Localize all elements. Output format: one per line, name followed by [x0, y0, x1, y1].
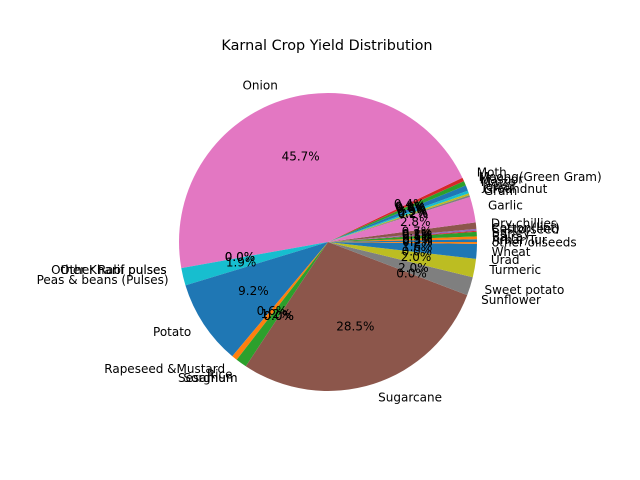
- slice-label-castorseed: Castorseed: [491, 223, 559, 237]
- slice-percent-other-rabi-pulses: 0.0%: [225, 250, 256, 264]
- pie-slice-onion: [178, 92, 463, 269]
- pie-slice-barley: [328, 231, 477, 242]
- slice-label-sorghum: Sorghum: [183, 371, 237, 385]
- slice-label-gram: Gram: [484, 184, 517, 198]
- slice-label-sugarcane: Sugarcane: [378, 391, 442, 405]
- slice-label-sunflower: Sunflower: [481, 293, 541, 307]
- slice-percent-castorseed: 0.1%: [402, 228, 433, 242]
- slice-label-sweet-potato: Sweet potato: [485, 283, 565, 297]
- slice-percent-rice: 1.2%: [261, 307, 292, 321]
- slice-label-moong-green-gram: Moong(Green Gram): [479, 170, 602, 184]
- slice-label-peas-beans-pulses: Peas & beans (Pulses): [37, 273, 169, 287]
- slice-percent-moong-green-gram: 0.5%: [395, 199, 426, 213]
- chart-title: Karnal Crop Yield Distribution: [221, 38, 432, 54]
- slice-percent-sunflower: 0.0%: [396, 266, 427, 280]
- slice-percent-sweet-potato: 2.0%: [398, 261, 429, 275]
- pie-slice-wheat: [328, 242, 477, 259]
- slice-percent-groundnut: 0.2%: [397, 206, 428, 220]
- slice-label-arhar-tur: Arhar/Tur: [492, 233, 547, 247]
- slice-label-masoor: Masoor: [480, 172, 524, 186]
- slice-label-garlic: Garlic: [488, 199, 523, 213]
- pie-slice-potato: [185, 242, 328, 357]
- slice-percent-peas-beans-pulses: 1.9%: [226, 255, 257, 269]
- pie-slice-jowar: [328, 190, 469, 242]
- slice-label-groundnut: Groundnut: [483, 182, 547, 196]
- pie-slice-moong-green-gram: [328, 181, 466, 242]
- slice-percent-wheat: 1.6%: [402, 240, 433, 254]
- slice-percent-sorghum: 0.0%: [263, 309, 294, 323]
- slice-label-other-rabi-pulses: Other Rabi pulses: [60, 263, 167, 277]
- slice-percent-garlic: 2.8%: [400, 215, 431, 229]
- slice-percent-jowar: 0.3%: [397, 204, 428, 218]
- slice-label-rapeseed-mustard: Rapeseed &Mustard: [104, 362, 225, 376]
- slice-percent-dry-chillies: 0.7%: [402, 225, 433, 239]
- slice-label-turmeric: Turmeric: [488, 263, 541, 277]
- slice-percent-sesamum: 0.0%: [263, 309, 294, 323]
- slice-label-onion: Onion: [242, 78, 277, 92]
- slice-percent-potato: 9.2%: [238, 284, 269, 298]
- slice-percent-gram: 0.2%: [398, 207, 429, 221]
- slice-percent-other-oilseeds: 0.2%: [402, 235, 433, 249]
- slice-label-potato: Potato: [153, 325, 191, 339]
- slice-percent-bajra: 0.3%: [402, 232, 433, 246]
- pie-slice-rapeseed-mustard: [232, 242, 328, 360]
- slice-label-barley: Barley: [492, 226, 530, 240]
- slice-label-moth: Moth: [477, 166, 507, 180]
- pie-slice-sweet-potato: [328, 242, 473, 296]
- slice-label-jowar: Jowar: [481, 179, 515, 193]
- pie-slice-peas-beans-pulses: [181, 242, 328, 286]
- pie-slice-maize: [328, 185, 468, 242]
- slice-percent-turmeric: 2.0%: [401, 250, 432, 264]
- pie-slice-dry-chillies: [328, 222, 477, 242]
- slice-percent-other-kharif-pulses: 0.0%: [225, 250, 256, 264]
- slice-percent-rapeseed-mustard: 0.6%: [257, 304, 288, 318]
- pie-slice-other-oilseeds: [328, 242, 477, 244]
- slice-label-bajra: Bajra: [492, 230, 523, 244]
- slice-percent-onion: 45.7%: [282, 149, 320, 163]
- slice-label-other-oilseeds: other oilseeds: [492, 236, 577, 250]
- pie-slices: [178, 92, 477, 391]
- pie-slice-turmeric: [328, 242, 477, 278]
- pie-slice-moth: [328, 177, 464, 242]
- pie-slice-cotton-lint: [328, 228, 477, 242]
- slice-label-wheat: Wheat: [492, 245, 531, 259]
- slice-label-maize: Maize: [481, 175, 516, 189]
- slice-percent-barley: 0.5%: [402, 230, 433, 244]
- slice-percent-cotton-lint: 0.2%: [402, 227, 433, 241]
- slice-percent-masoor: 0.0%: [395, 201, 426, 215]
- slice-label-other-kharif-pulses: Other Kharif pulses: [51, 263, 166, 277]
- slice-label-rice: Rice: [207, 368, 233, 382]
- slice-label-dry-chillies: Dry chillies: [491, 217, 557, 231]
- pie-labels: Arhar/Tur 0.3% Bajra 0.3% Barley 0.5% Castorse…: [37, 78, 602, 404]
- pie-slice-rice: [236, 242, 328, 367]
- pie-slice-garlic: [328, 196, 476, 242]
- pie-slice-gram: [328, 195, 470, 242]
- pie-slice-sugarcane: [245, 242, 468, 391]
- slice-label-cotton-lint: Cotton(lint): [491, 221, 559, 235]
- pie-slice-castorseed: [328, 230, 477, 242]
- pie-slice-arhar-tur: [328, 239, 477, 242]
- pie-slice-bajra: [328, 236, 477, 242]
- slice-label-sesamum: Sesamum: [178, 371, 238, 385]
- slice-percent-maize: 0.6%: [396, 202, 427, 216]
- slice-label-urad: Urad: [491, 253, 520, 267]
- slice-percent-sugarcane: 28.5%: [336, 320, 374, 334]
- slice-percent-moth: 0.4%: [394, 197, 425, 211]
- pie-slice-groundnut: [328, 193, 470, 242]
- slice-percent-arhar-tur: 0.3%: [402, 234, 433, 248]
- slice-percent-urad: 0.0%: [402, 245, 433, 259]
